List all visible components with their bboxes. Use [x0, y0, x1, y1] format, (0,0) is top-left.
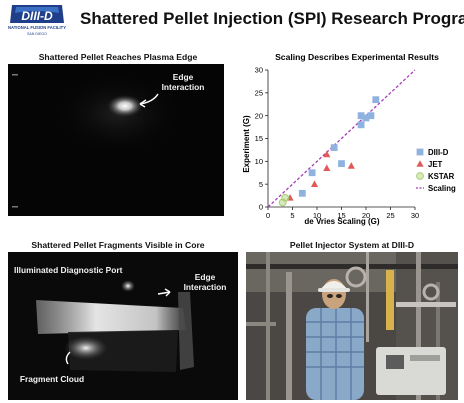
legend-label-diii-d: DIII-D [428, 148, 449, 157]
edge-interaction-label: Edge Interaction [183, 272, 227, 292]
diii-d-point [357, 121, 365, 129]
chart-legend: DIII-D JET KSTAR Scaling [416, 148, 456, 193]
diagnostic-port [121, 280, 135, 292]
y-tick-label: 25 [255, 88, 263, 97]
diii-d-logo: DIII-D NATIONAL FUSION FACILITY SAN DIEG… [8, 5, 66, 36]
y-tick-label: 10 [255, 157, 263, 166]
fragment-band [36, 300, 186, 334]
legend-marker-jet [416, 160, 424, 167]
legend-label-jet: JET [428, 160, 443, 169]
scaling-line [267, 69, 416, 208]
y-tick-label: 0 [259, 203, 263, 212]
diii-d-point [308, 169, 316, 177]
plasma-edge-glow [12, 69, 188, 208]
legend-marker-kstar [416, 172, 424, 180]
x-tick-label: 0 [266, 211, 270, 220]
x-tick-label: 20 [362, 211, 370, 220]
jet-point [323, 150, 331, 158]
plasma-edge-caption: Shattered Pellet Reaches Plasma Edge [38, 52, 198, 62]
legend-label-kstar: KSTAR [428, 172, 455, 181]
edge-annotation: Edge Interaction [161, 72, 205, 92]
x-tick-label: 30 [411, 211, 419, 220]
y-tick-label: 5 [259, 180, 263, 189]
plasma-edge-image: Edge Interaction [8, 64, 224, 216]
injector-caption: Pellet Injector System at DIII-D [289, 240, 415, 250]
y-tick-label: 30 [255, 66, 263, 75]
page-title: Shattered Pellet Injection (SPI) Researc… [80, 9, 464, 28]
fragment-cloud [64, 336, 108, 360]
diii-d-point [367, 112, 375, 120]
fragment-cloud-label: Fragment Cloud [19, 374, 85, 384]
diii-d-point [330, 144, 338, 152]
legend-marker-diii-d [416, 148, 424, 156]
x-tick-label: 5 [290, 211, 294, 220]
diii-d-point [362, 114, 370, 122]
chart-axes: 0 5 10 15 20 25 30 0 5 10 15 20 25 30 [255, 66, 420, 220]
diii-d-point [357, 112, 365, 120]
jet-point [310, 180, 319, 187]
logo-location: SAN DIEGO [27, 32, 47, 36]
diii-d-point [298, 189, 306, 197]
chart-title: Scaling Describes Experimental Results [275, 52, 439, 62]
logo-subtext: NATIONAL FUSION FACILITY [8, 25, 66, 30]
fragments-image: Illuminated Diagnostic Port Edge Interac… [8, 252, 238, 400]
kstar-point [281, 193, 290, 202]
jet-point [347, 162, 355, 169]
x-tick-label: 10 [313, 211, 321, 220]
hard-hat [320, 281, 348, 290]
diii-d-point [338, 160, 345, 168]
injector-photo [246, 252, 458, 400]
x-tick-label: 25 [386, 211, 394, 220]
x-tick-label: 15 [337, 211, 345, 220]
logo-text: DIII-D [21, 9, 53, 23]
diii-d-point [372, 96, 380, 104]
jet-point [323, 164, 331, 171]
legend-label-scaling: Scaling [428, 184, 456, 193]
fragments-caption: Shattered Pellet Fragments Visible in Co… [31, 240, 205, 250]
y-tick-label: 20 [255, 111, 263, 120]
edge-arrow [139, 93, 159, 105]
chart-marks [267, 69, 416, 208]
injector-housing [376, 347, 446, 395]
chart-x-label: de Vries Scaling (G) [304, 217, 379, 226]
chart-y-label: Experiment (G) [242, 115, 251, 173]
diagnostic-port-label: Illuminated Diagnostic Port [14, 265, 123, 275]
scaling-chart: Scaling Describes Experimental Results 0… [242, 52, 456, 226]
y-tick-label: 15 [255, 134, 263, 143]
